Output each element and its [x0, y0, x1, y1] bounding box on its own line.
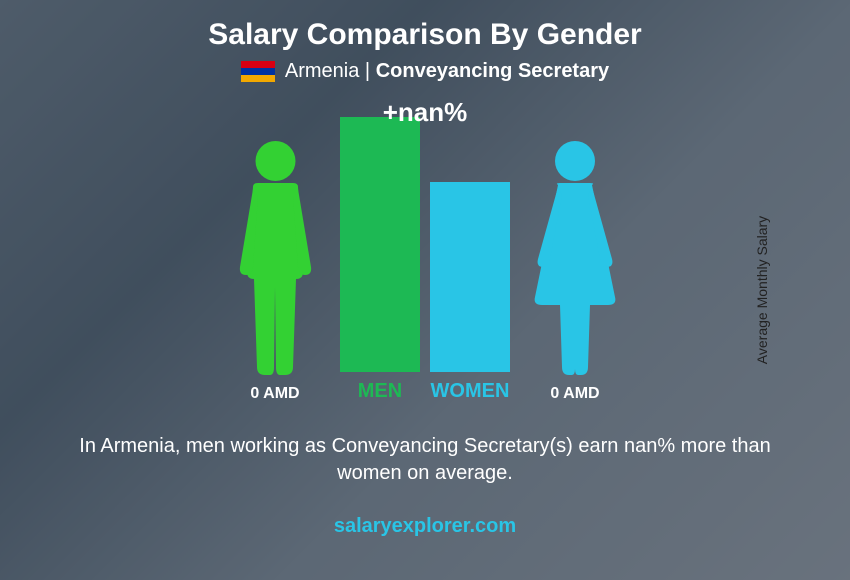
women-label: WOMEN — [431, 380, 510, 403]
separator: | — [365, 60, 370, 82]
summary-text: In Armenia, men working as Conveyancing … — [65, 433, 785, 487]
subtitle-text: Armenia | Conveyancing Secretary — [285, 60, 609, 83]
women-bar — [430, 182, 510, 372]
difference-label: +nan% — [383, 97, 468, 128]
men-bar — [340, 117, 420, 372]
men-label: MEN — [358, 380, 402, 403]
women-bar-column: WOMEN — [430, 182, 510, 403]
job-title: Conveyancing Secretary — [376, 60, 609, 82]
source-attribution: salaryexplorer.com — [334, 515, 516, 538]
subtitle-row: Armenia | Conveyancing Secretary — [241, 60, 609, 83]
flag-stripe-top — [241, 61, 275, 68]
flag-icon — [241, 61, 275, 83]
men-amount: 0 AMD — [250, 385, 299, 403]
female-figure-icon — [520, 137, 630, 377]
men-figure-column: 0 AMD — [220, 137, 330, 403]
page-title: Salary Comparison By Gender — [208, 18, 641, 52]
male-figure-icon — [228, 137, 323, 377]
women-amount: 0 AMD — [550, 385, 599, 403]
flag-stripe-bot — [241, 75, 275, 82]
men-bar-column: MEN — [340, 117, 420, 403]
women-figure-column: 0 AMD — [520, 137, 630, 403]
flag-stripe-mid — [241, 68, 275, 75]
content-container: Salary Comparison By Gender Armenia | Co… — [0, 0, 850, 580]
chart-area: +nan% 0 AMD MEN WOMEN — [145, 103, 705, 403]
country-name: Armenia — [285, 60, 359, 82]
y-axis-label: Average Monthly Salary — [754, 216, 770, 364]
